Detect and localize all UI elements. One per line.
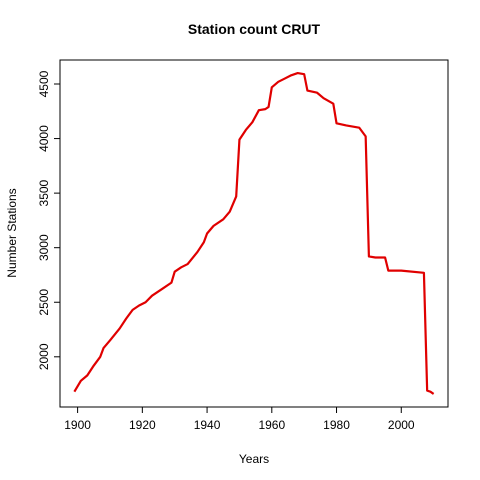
x-tick-label: 1980 bbox=[323, 418, 350, 432]
y-tick-label: 2500 bbox=[37, 289, 51, 316]
data-line bbox=[73, 71, 435, 395]
x-axis-label: Years bbox=[239, 452, 269, 466]
x-tick-label: 1960 bbox=[258, 418, 285, 432]
x-tick-label: 1920 bbox=[129, 418, 156, 432]
y-tick-label: 4500 bbox=[37, 70, 51, 97]
y-axis-label: Number Stations bbox=[5, 188, 19, 277]
chart-title: Station count CRUT bbox=[188, 21, 321, 37]
y-tick-label: 2000 bbox=[37, 343, 51, 370]
y-tick-label: 4000 bbox=[37, 125, 51, 152]
x-tick-label: 1940 bbox=[194, 418, 221, 432]
plot-frame bbox=[59, 59, 449, 408]
x-tick-label: 1900 bbox=[64, 418, 91, 432]
y-tick-label: 3500 bbox=[37, 179, 51, 206]
y-tick-label: 3000 bbox=[37, 234, 51, 261]
x-tick-label: 2000 bbox=[388, 418, 415, 432]
